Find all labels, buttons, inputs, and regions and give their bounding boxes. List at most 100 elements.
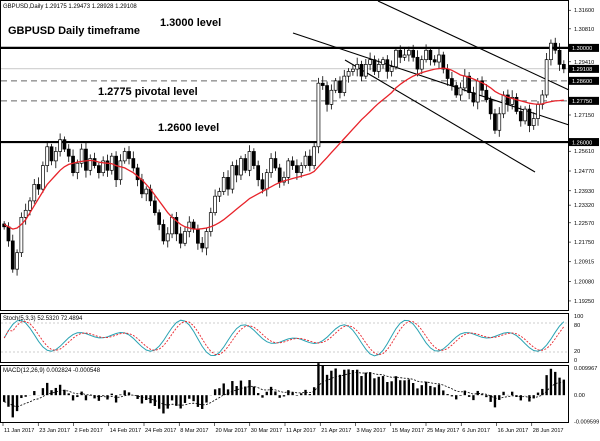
candle-body <box>84 148 88 171</box>
time-tick-label: 3 May 2017 <box>357 428 386 434</box>
candle <box>372 55 377 76</box>
candle <box>256 160 261 187</box>
candle-body <box>338 80 342 93</box>
candle-body <box>187 221 192 232</box>
candle-body <box>355 64 360 70</box>
candle-body <box>45 146 50 166</box>
candle <box>475 78 480 110</box>
candle <box>406 46 411 62</box>
candle-body <box>200 242 205 249</box>
time-tick-label: 16 Jun 2017 <box>498 428 529 434</box>
candle <box>15 249 19 276</box>
candle <box>234 159 239 183</box>
time-tick-label: 11 Jan 2017 <box>4 428 34 434</box>
candle-body <box>372 59 377 72</box>
candle <box>329 84 334 110</box>
candle-body <box>19 217 24 254</box>
candle <box>415 50 420 77</box>
candle-body <box>260 179 265 190</box>
candle-body <box>329 89 334 105</box>
candle-body <box>6 226 11 242</box>
price-tick-label: 1.25610 <box>574 149 594 155</box>
candle-body <box>394 49 398 68</box>
candle <box>174 211 179 242</box>
candle-body <box>170 217 174 235</box>
chart-title: GBPUSD Daily timeframe <box>8 25 140 37</box>
price-tag: 1.26000 <box>569 138 599 146</box>
candle-body <box>307 155 312 166</box>
candle-body <box>196 228 200 244</box>
stoch-label: Stoch(5,3,3) 52.5320 72.4894 <box>3 316 83 322</box>
stoch-tick-label: 0 <box>574 358 577 364</box>
macd-tick-label: 0.00 <box>574 393 585 399</box>
time-tick-label: 11 Apr 2017 <box>286 428 316 434</box>
time-tick-label: 28 Jun 2017 <box>533 428 564 434</box>
time-tick-label: 2 Feb 2017 <box>75 428 103 434</box>
macd-tick-label: 0.009967 <box>574 366 597 372</box>
candles <box>2 37 566 276</box>
candle <box>178 226 183 249</box>
candle-body <box>484 89 489 101</box>
candle-body <box>561 64 566 70</box>
candle <box>561 60 566 74</box>
candle <box>101 156 106 177</box>
price-tick-label: 1.29410 <box>574 60 594 66</box>
candle-body <box>368 59 372 65</box>
candle-body <box>544 59 549 96</box>
candle <box>243 153 248 174</box>
candle-body <box>144 188 149 195</box>
candle <box>368 52 372 71</box>
candle-body <box>273 158 278 169</box>
price-tag-bg <box>569 64 599 73</box>
time-tick-label: 24 Feb 2017 <box>145 428 176 434</box>
candle-body <box>88 158 93 171</box>
candle-body <box>62 139 67 150</box>
candle-body <box>462 75 467 89</box>
price-tag-text: 1.26000 <box>572 140 592 146</box>
candle-body <box>269 158 273 174</box>
candle <box>213 189 217 216</box>
candle-body <box>252 151 256 166</box>
candle-body <box>523 108 527 122</box>
candle <box>437 48 441 69</box>
candle <box>75 159 80 180</box>
candle <box>540 90 545 110</box>
price-tag-text: 1.30000 <box>572 46 592 52</box>
candle-body <box>135 167 140 181</box>
candle <box>221 171 226 196</box>
candle <box>217 187 222 202</box>
candle-body <box>118 160 123 181</box>
candle-body <box>75 162 80 174</box>
candle <box>208 207 213 237</box>
candle <box>514 93 519 115</box>
candle <box>363 58 368 79</box>
candle-body <box>161 224 166 242</box>
candle-body <box>53 151 58 162</box>
candle-body <box>303 155 308 166</box>
candle-body <box>351 68 355 72</box>
candle <box>493 108 497 134</box>
candle-body <box>553 42 558 51</box>
candle-body <box>282 177 286 183</box>
candle-body <box>247 151 252 171</box>
candle <box>359 60 364 82</box>
candle <box>36 177 41 195</box>
candle-body <box>325 85 329 105</box>
candle-body <box>10 240 15 270</box>
stoch-tick-label: 100 <box>574 314 583 320</box>
candle-body <box>441 54 446 70</box>
candle-body <box>480 80 484 91</box>
time-tick-label: 6 Jun 2017 <box>462 428 490 434</box>
candle <box>161 219 166 245</box>
level-1260-label: 1.2600 level <box>158 122 219 134</box>
candle <box>454 81 459 98</box>
candle <box>140 173 144 199</box>
candle-body <box>475 80 480 103</box>
candle <box>325 81 329 112</box>
candle-body <box>230 165 235 190</box>
price-tags: 1.30000 1.29108 1.28600 1.27750 1.26000 <box>569 43 599 146</box>
candle <box>127 146 131 165</box>
macd-tick-label: -0.009599 <box>574 419 599 425</box>
candle-body <box>363 64 368 77</box>
candle-body <box>234 165 239 176</box>
